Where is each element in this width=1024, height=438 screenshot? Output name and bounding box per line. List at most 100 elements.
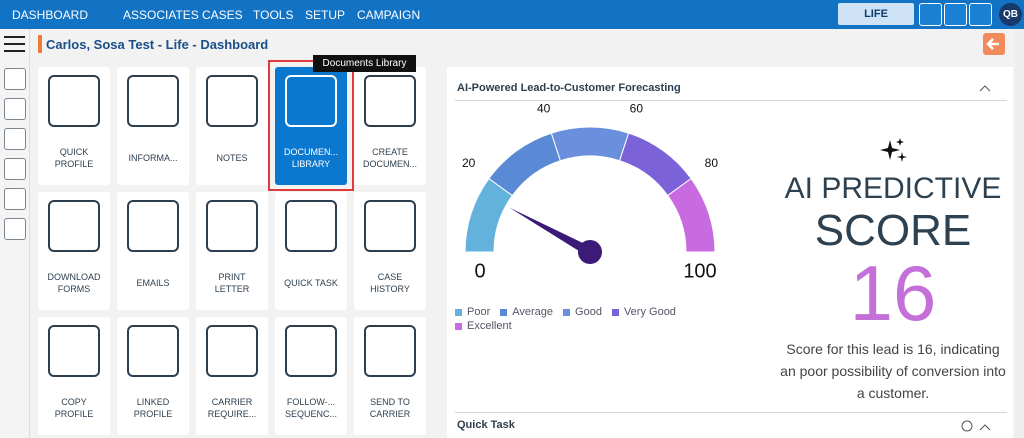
nav-item[interactable]: TOOLS [253, 8, 294, 22]
collapse-icon[interactable] [978, 83, 992, 93]
nav-item[interactable]: SETUP [305, 8, 346, 22]
tile[interactable]: CREATE DOCUMEN... [354, 67, 426, 185]
score-heading: SCORE [814, 206, 972, 255]
tile-label: FORMS [57, 284, 91, 294]
gauge-band [488, 132, 561, 197]
page-title: Carlos, Sosa Test - Life - Dashboard [46, 37, 269, 52]
tile-label: QUICK [59, 147, 89, 157]
gauge-tick-label: 80 [705, 156, 719, 170]
tile[interactable]: NOTES [196, 67, 268, 185]
tile[interactable]: PRINT LETTER [196, 192, 268, 310]
tile-icon [206, 75, 258, 127]
tile-label: PROFILE [133, 409, 173, 419]
tile[interactable]: QUICK PROFILE [38, 67, 110, 185]
legend-swatch [455, 322, 462, 330]
tile[interactable]: EMAILS [117, 192, 189, 310]
avatar[interactable]: QB [999, 3, 1022, 26]
gauge-hub [578, 240, 602, 264]
tile[interactable]: COPY PROFILE [38, 317, 110, 435]
back-button[interactable] [983, 33, 1005, 55]
legend-label: Very Good [623, 306, 676, 318]
card-title: AI-Powered Lead-to-Customer Forecasting [457, 82, 681, 94]
side-icon[interactable] [4, 158, 26, 180]
tile-icon [127, 75, 179, 127]
tile[interactable]: SEND TO CARRIER [354, 317, 426, 435]
tile[interactable]: LINKED PROFILE [117, 317, 189, 435]
side-icon[interactable] [4, 218, 26, 240]
clipboard-button[interactable] [944, 3, 967, 26]
tile-label: PROFILE [54, 409, 94, 419]
tile-icon [285, 200, 337, 252]
tile-label: REQUIRE... [207, 409, 257, 419]
quick-task-controls[interactable] [960, 419, 994, 433]
tile-icon [206, 325, 258, 377]
tile-label: CARRIER [211, 397, 253, 407]
legend-swatch [611, 308, 619, 316]
ai-button[interactable] [919, 3, 942, 26]
tile-label: DOCUMEN... [284, 147, 338, 157]
tile[interactable]: CASE HISTORY [354, 192, 426, 310]
legend-item: Excellent [455, 319, 512, 333]
tile-label: LINKED [136, 397, 170, 407]
side-icon[interactable] [4, 128, 26, 150]
header-accent [38, 35, 42, 53]
tile-label: FOLLOW-... [286, 397, 336, 407]
gauge-band [666, 177, 716, 253]
nav-item[interactable]: CASES [202, 8, 243, 22]
tile-label: LIBRARY [291, 159, 331, 169]
tile-label: LETTER [214, 284, 250, 294]
sparkle-icon [880, 138, 907, 162]
tile-label: QUICK TASK [284, 278, 338, 288]
tooltip: Documents Library [313, 55, 416, 72]
tile-icon [206, 200, 258, 252]
lob-button[interactable]: LIFE [838, 3, 914, 25]
tile[interactable]: QUICK TASK [275, 192, 347, 310]
tile-icon [285, 325, 337, 377]
separator [455, 100, 1007, 101]
legend-item: Very Good [611, 305, 676, 319]
tile[interactable]: DOCUMEN... LIBRARY [275, 67, 347, 185]
tile-label: EMAILS [136, 278, 170, 288]
tile-icon [364, 325, 416, 377]
nav-item[interactable]: DASHBOARD [12, 8, 89, 22]
side-icon[interactable] [4, 68, 26, 90]
legend-swatch [455, 308, 462, 316]
tile[interactable]: CARRIER REQUIRE... [196, 317, 268, 435]
scrollbar[interactable] [1015, 29, 1024, 438]
tile[interactable]: INFORMA... [117, 67, 189, 185]
tile-icon [48, 325, 100, 377]
tile-label: CASE [377, 272, 403, 282]
legend-label: Excellent [467, 320, 512, 332]
nav-item[interactable]: ASSOCIATES [123, 8, 199, 22]
nav-item[interactable]: CAMPAIGN [357, 8, 421, 22]
tile-icon [285, 75, 337, 127]
legend: Poor Average Good Very Good Excellent [455, 305, 705, 333]
menu-icon[interactable] [0, 29, 29, 69]
side-icon[interactable] [4, 98, 26, 120]
legend-label: Good [575, 306, 602, 318]
tile-icon [127, 200, 179, 252]
tile-icon [48, 75, 100, 127]
gauge-tick-label: 40 [537, 102, 551, 116]
tile-label: DOCUMEN... [363, 159, 417, 169]
tile[interactable]: FOLLOW-... SEQUENC... [275, 317, 347, 435]
tile-icon [364, 200, 416, 252]
gauge-needle [509, 207, 593, 257]
gauge-tick-label: 20 [462, 156, 476, 170]
tile-label: CREATE [372, 147, 408, 157]
gauge-tick-label: 0 [474, 260, 485, 282]
tile[interactable]: DOWNLOAD FORMS [38, 192, 110, 310]
legend-item: Average [500, 305, 553, 319]
forecast-card [447, 67, 1013, 438]
tile-label: NOTES [216, 153, 248, 163]
tile-label: PROFILE [54, 159, 94, 169]
legend-swatch [563, 308, 571, 316]
side-icon[interactable] [4, 188, 26, 210]
tile-icon [364, 75, 416, 127]
legend-swatch [500, 308, 508, 316]
section-title: Quick Task [457, 419, 515, 431]
score-heading: AI PREDICTIVE [784, 172, 1002, 205]
calendar-button[interactable] [969, 3, 992, 26]
tile-label: COPY [61, 397, 87, 407]
tile-icon [48, 200, 100, 252]
